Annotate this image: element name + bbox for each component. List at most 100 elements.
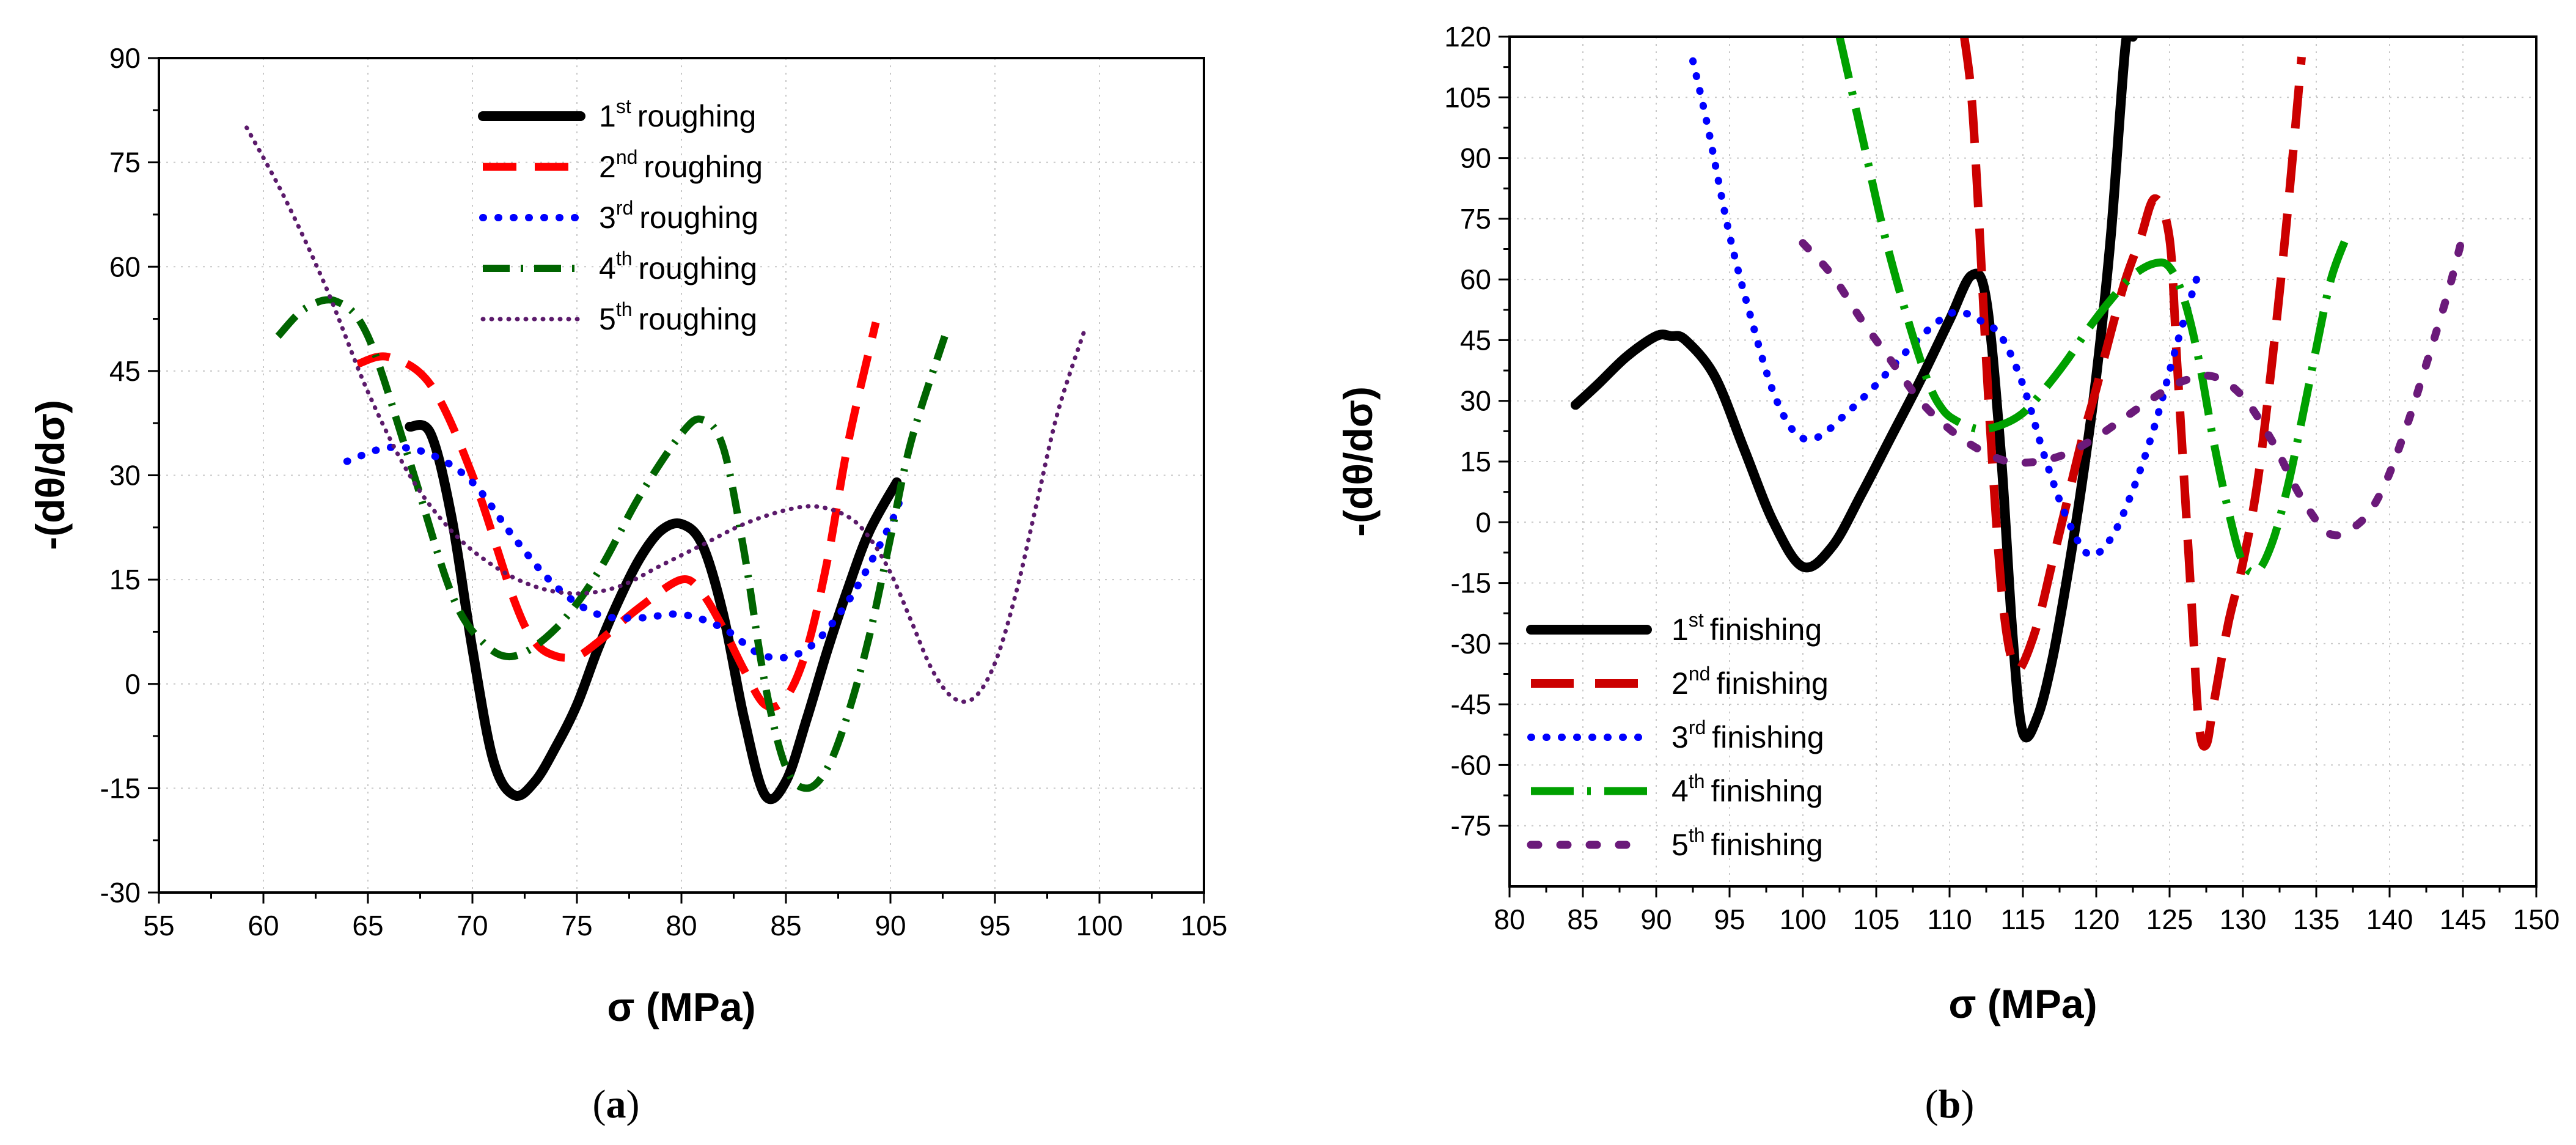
panel-b-y-tick-label: 60 (1460, 263, 1491, 295)
panel-label-open-paren: ( (1925, 1082, 1939, 1127)
panel-b-y-tick-label: 120 (1444, 21, 1491, 53)
legend-label-word: finishing (1711, 828, 1823, 862)
legend-label-word: roughing (644, 150, 763, 184)
panel-a-series-4-line (275, 296, 949, 792)
panel-b-x-tick-label: 125 (2146, 904, 2193, 935)
panel-a-x-tick-label: 80 (666, 910, 697, 941)
panel-a-series-group (244, 125, 1087, 804)
panel-b-x-tick-label: 115 (2000, 904, 2045, 935)
panel-b-x-tick-label: 90 (1640, 904, 1671, 935)
panel-b-x-tick-label: 95 (1714, 904, 1745, 935)
legend-label-word: finishing (1712, 720, 1824, 754)
panel-label-close-paren: ) (1961, 1082, 1974, 1127)
panel-a-y-tick-label: 60 (109, 251, 141, 282)
panel-b-x-tick-label: 85 (1567, 904, 1598, 935)
panel-b-y-tick-label: -75 (1451, 810, 1491, 842)
legend-label-number: 3 (599, 201, 616, 235)
panel-a-ticks: 55 60 65 70 75 80 85 90 95 100 105-30-150153045607… (100, 42, 1228, 941)
legend-label-word: roughing (637, 99, 757, 133)
panel-a-x-tick-label: 100 (1076, 910, 1123, 941)
legend-label-number: 1 (599, 99, 616, 133)
panel-a-x-tick-label: 105 (1181, 910, 1228, 941)
panel-b-legend-label-1: 1st finishing (1671, 609, 1822, 647)
panel-a-y-tick-label: 15 (109, 564, 141, 595)
panel-label-letter: b (1939, 1082, 1961, 1127)
panel-a-legend-label-3: 3rd roughing (599, 197, 758, 235)
legend-label-number: 2 (1671, 666, 1689, 701)
panel-b-series-2-line (1960, 37, 2306, 751)
legend-label-superscript: st (616, 95, 631, 117)
legend-label-superscript: nd (616, 146, 638, 168)
panel-a-x-tick-label: 85 (770, 910, 801, 941)
legend-label-superscript: nd (1689, 663, 1711, 685)
panel-b-y-tick-label: 15 (1460, 446, 1491, 477)
panel-b-ticks: 80 85 90 95 100 105 110 115 120 125 130 135 140 145 15… (1444, 21, 2559, 935)
legend-label-superscript: th (616, 298, 633, 320)
panel-b-y-tick-label: 0 (1475, 506, 1491, 538)
panel-a-legend-label-2: 2nd roughing (599, 146, 763, 184)
panel-a-y-axis-title: -(dθ/dσ) (28, 400, 73, 550)
panel-b-series-4-line (1835, 37, 2350, 576)
legend-label-word: finishing (1710, 613, 1822, 647)
legend-label-number: 5 (1671, 828, 1689, 862)
panel-a-label: (a) (593, 1082, 640, 1127)
legend-label-superscript: rd (616, 197, 633, 219)
panel-b-x-tick-label: 110 (1927, 904, 1972, 935)
panel-b-y-tick-label: -60 (1451, 749, 1491, 781)
legend-label-number: 3 (1671, 720, 1689, 754)
panel-b-y-tick-label: -30 (1451, 628, 1491, 660)
panel-b-x-tick-label: 105 (1853, 904, 1900, 935)
panel-a-x-tick-label: 55 (143, 910, 174, 941)
panel-b-y-tick-label: 75 (1460, 203, 1491, 235)
legend-label-superscript: th (1689, 824, 1705, 846)
legend-label-word: finishing (1716, 666, 1828, 701)
panel-a-y-tick-label: 0 (125, 668, 141, 700)
legend-label-superscript: rd (1689, 716, 1706, 738)
legend-label-superscript: st (1689, 609, 1704, 631)
panel-a-y-tick-label: 75 (109, 147, 141, 179)
panel-a-legend-label-4: 4th roughing (599, 248, 757, 285)
panel-a-y-tick-label: -15 (100, 772, 141, 804)
legend-label-number: 4 (599, 251, 616, 285)
panel-b-series-group (1571, 37, 2467, 751)
panel-b-x-tick-label: 145 (2440, 904, 2487, 935)
panel-b-y-tick-label: -45 (1451, 688, 1491, 720)
panel-b-x-tick-label: 120 (2073, 904, 2120, 935)
panel-b-legend-label-2: 2nd finishing (1671, 663, 1829, 701)
panel-b-legend-label-5: 5th finishing (1671, 824, 1823, 862)
panel-label-open-paren: ( (593, 1082, 606, 1127)
panel-a-roughing-chart: 55 60 65 70 75 80 85 90 95 100 105-30-150153045607… (28, 42, 1227, 1127)
legend-label-superscript: th (616, 248, 633, 270)
panel-a-x-tick-label: 90 (875, 910, 906, 941)
panel-a-x-tick-label: 75 (561, 910, 592, 941)
panel-b-x-tick-label: 140 (2366, 904, 2413, 935)
panel-b-y-tick-label: 30 (1460, 385, 1491, 417)
panel-b-x-tick-label: 100 (1780, 904, 1827, 935)
panel-b-y-tick-label: 105 (1444, 81, 1491, 113)
panel-a-x-tick-label: 95 (979, 910, 1010, 941)
panel-a-y-tick-label: 45 (109, 355, 141, 387)
panel-a-series-1-line (405, 420, 902, 804)
panel-b-x-tick-label: 80 (1494, 904, 1525, 935)
legend-label-word: roughing (639, 302, 758, 336)
legend-label-number: 5 (599, 302, 616, 336)
panel-b-x-tick-label: 135 (2293, 904, 2340, 935)
panel-a-x-tick-label: 65 (352, 910, 383, 941)
panel-a-series-2-line (356, 321, 880, 712)
panel-b-y-axis-title: -(dθ/dσ) (1335, 386, 1381, 537)
panel-a-series-3-line (343, 443, 905, 662)
panel-a-x-tick-label: 70 (457, 910, 488, 941)
panel-label-letter: a (606, 1082, 626, 1127)
panel-a-y-tick-label: 90 (109, 42, 141, 74)
legend-label-number: 1 (1671, 613, 1689, 647)
panel-a-legend-label-1: 1st roughing (599, 95, 756, 133)
panel-label-close-paren: ) (626, 1082, 640, 1127)
legend-label-superscript: th (1689, 770, 1705, 792)
panel-b-y-tick-label: 45 (1460, 324, 1491, 356)
legend-label-number: 2 (599, 150, 616, 184)
panel-a-x-tick-label: 60 (248, 910, 279, 941)
panel-b-x-tick-label: 130 (2220, 904, 2267, 935)
